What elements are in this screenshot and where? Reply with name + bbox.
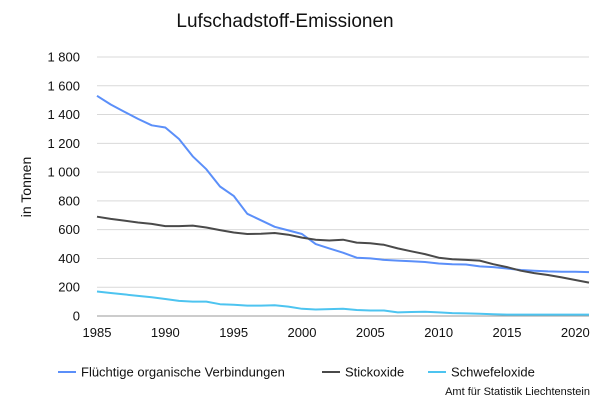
x-tick-label: 1985 (83, 325, 112, 340)
y-axis-label: in Tonnen (18, 157, 34, 217)
y-tick-label: 800 (58, 193, 80, 208)
y-tick-label: 0 (73, 309, 80, 324)
x-tick-label: 2005 (356, 325, 385, 340)
legend-label: Stickoxide (345, 365, 404, 380)
series-line-2 (96, 215, 590, 284)
y-tick-label: 600 (58, 222, 80, 237)
x-tick-label: 1990 (151, 325, 180, 340)
y-tick-label: 1 400 (47, 107, 80, 122)
y-gridlines (97, 56, 589, 317)
series-lines (96, 94, 590, 316)
legend: Flüchtige organische Verbindungen Stickox… (58, 365, 535, 380)
x-tick-label: 2015 (493, 325, 522, 340)
legend-label: Schwefeloxide (451, 365, 535, 380)
y-tick-label: 1 200 (47, 136, 80, 151)
y-tick-label: 1 000 (47, 165, 80, 180)
y-tick-label: 1 800 (47, 50, 80, 65)
series-line-3 (96, 290, 589, 316)
x-tick-label: 2000 (288, 325, 317, 340)
y-tick-labels: 0 200 400 600 800 1 000 1 200 1 400 1 600 1 800 (47, 50, 80, 324)
x-tick-label: 2020 (561, 325, 590, 340)
series-line-1 (96, 94, 590, 274)
chart-title: Lufschadstoff-Emissionen (176, 11, 393, 32)
y-tick-label: 200 (58, 280, 80, 295)
x-tick-label: 2010 (424, 325, 453, 340)
legend-label: Flüchtige organische Verbindungen (81, 365, 285, 380)
y-tick-label: 400 (58, 251, 80, 266)
y-tick-label: 1 600 (47, 78, 80, 93)
x-tick-labels: 1985 1990 1995 2000 2005 2010 2015 2020 (83, 325, 590, 340)
source-note: Amt für Statistik Liechtenstein (445, 386, 590, 398)
x-tick-label: 1995 (219, 325, 248, 340)
